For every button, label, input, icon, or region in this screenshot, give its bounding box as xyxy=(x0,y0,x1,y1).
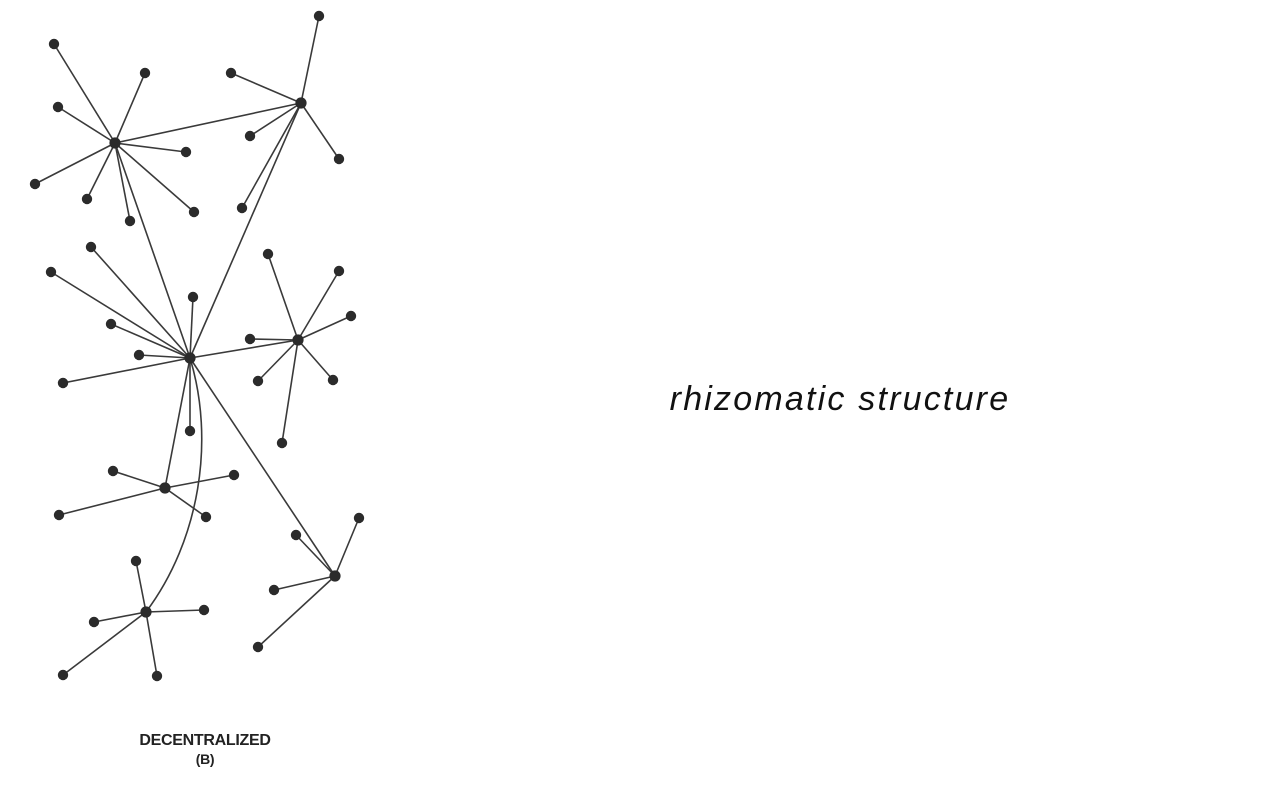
leaf-node xyxy=(262,248,274,260)
leaf-node xyxy=(57,377,69,389)
spoke-edge xyxy=(300,15,320,104)
network-edges xyxy=(34,15,360,677)
spoke-edge xyxy=(110,323,191,359)
leaf-node xyxy=(200,511,212,523)
leaf-node xyxy=(184,425,196,437)
hub-node xyxy=(159,482,171,494)
leaf-node xyxy=(252,641,264,653)
leaf-node xyxy=(353,512,365,524)
leaf-node xyxy=(85,241,97,253)
hub-node xyxy=(140,606,152,618)
leaf-node xyxy=(236,202,248,214)
spoke-edge xyxy=(135,560,147,613)
spoke-edge xyxy=(86,142,116,200)
spoke-edge xyxy=(249,338,299,341)
decentralized-network-diagram xyxy=(29,10,365,682)
spoke-edge xyxy=(138,354,191,359)
leaf-node xyxy=(333,153,345,165)
leaf-node xyxy=(313,10,325,22)
spoke-edge xyxy=(297,315,352,341)
hub-link-edge xyxy=(189,357,336,577)
spoke-edge xyxy=(297,270,340,341)
hub-node xyxy=(184,352,196,364)
leaf-node xyxy=(327,374,339,386)
hub-node xyxy=(292,334,304,346)
hub-node xyxy=(295,97,307,109)
hub-node xyxy=(329,570,341,582)
leaf-node xyxy=(252,375,264,387)
spoke-edge xyxy=(34,142,116,185)
leaf-node xyxy=(188,206,200,218)
spoke-edge xyxy=(295,534,336,577)
hub-link-edge xyxy=(114,142,191,359)
spoke-edge xyxy=(93,611,147,623)
leaf-node xyxy=(268,584,280,596)
spoke-edge xyxy=(145,611,158,677)
spoke-edge xyxy=(50,271,191,359)
spoke-edge xyxy=(249,102,302,137)
spoke-edge xyxy=(90,246,191,359)
spoke-edge xyxy=(189,296,194,359)
leaf-node xyxy=(151,670,163,682)
spoke-edge xyxy=(112,470,166,489)
leaf-node xyxy=(52,101,64,113)
leaf-node xyxy=(345,310,357,322)
spoke-edge xyxy=(257,339,299,382)
leaf-node xyxy=(139,67,151,79)
leaf-node xyxy=(180,146,192,158)
leaf-node xyxy=(81,193,93,205)
leaf-node xyxy=(244,333,256,345)
spoke-edge xyxy=(300,102,340,160)
spoke-edge xyxy=(267,253,299,341)
leaf-node xyxy=(225,67,237,79)
hub-link-edge xyxy=(189,102,302,359)
leaf-node xyxy=(333,265,345,277)
diagram-sublabel: (B) xyxy=(195,751,215,767)
hub-node xyxy=(109,137,121,149)
leaf-node xyxy=(228,469,240,481)
leaf-node xyxy=(198,604,210,616)
spoke-edge xyxy=(53,43,116,144)
hub-link-edge xyxy=(114,102,302,144)
diagram-caption: DECENTRALIZED xyxy=(139,732,271,749)
leaf-node xyxy=(124,215,136,227)
spoke-edge xyxy=(57,106,116,144)
leaf-node xyxy=(130,555,142,567)
spoke-edge xyxy=(114,142,187,153)
spoke-edge xyxy=(230,72,302,104)
spoke-edge xyxy=(257,575,336,648)
hub-link-edge xyxy=(164,357,191,489)
leaf-node xyxy=(48,38,60,50)
spoke-edge xyxy=(241,102,302,209)
network-nodes xyxy=(29,10,365,682)
spoke-edge xyxy=(58,487,166,516)
spoke-edge xyxy=(281,339,299,444)
spoke-edge xyxy=(334,517,360,577)
leaf-node xyxy=(133,349,145,361)
leaf-node xyxy=(244,130,256,142)
leaf-node xyxy=(45,266,57,278)
leaf-node xyxy=(53,509,65,521)
leaf-node xyxy=(276,437,288,449)
leaf-node xyxy=(88,616,100,628)
spoke-edge xyxy=(62,611,147,676)
leaf-node xyxy=(29,178,41,190)
spoke-edge xyxy=(62,357,191,384)
leaf-node xyxy=(57,669,69,681)
spoke-edge xyxy=(164,487,207,518)
spoke-edge xyxy=(114,142,195,213)
spoke-edge xyxy=(145,609,205,613)
hub-link-edge xyxy=(189,339,299,359)
leaf-node xyxy=(290,529,302,541)
spoke-edge xyxy=(164,474,235,489)
spoke-edge xyxy=(273,575,336,591)
leaf-node xyxy=(107,465,119,477)
hub-link-curve xyxy=(145,357,203,613)
slide-heading: rhizomatic structure xyxy=(669,380,1011,418)
leaf-node xyxy=(105,318,117,330)
spoke-edge xyxy=(297,339,334,381)
leaf-node xyxy=(187,291,199,303)
spoke-edge xyxy=(114,72,146,144)
spoke-edge xyxy=(114,142,131,222)
